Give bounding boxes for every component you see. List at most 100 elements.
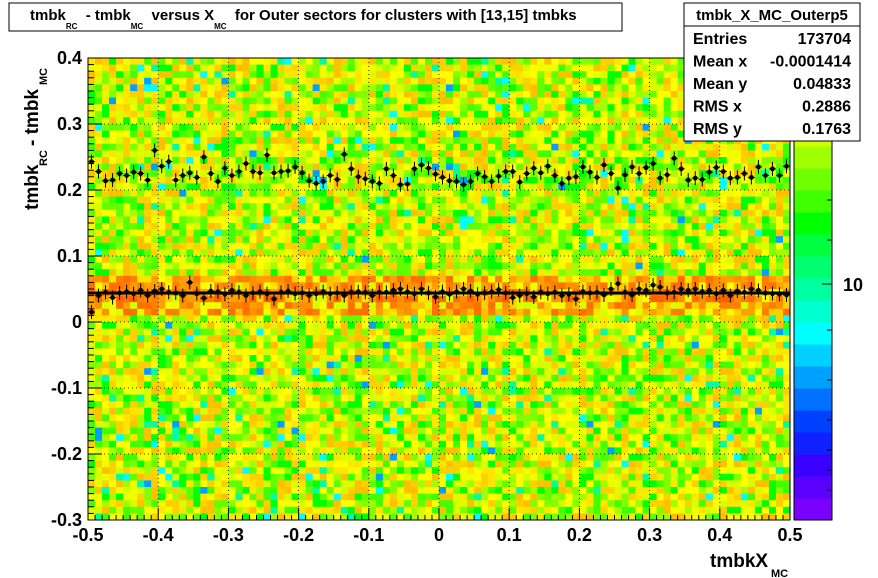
heat-cell (270, 71, 278, 79)
heat-cell (354, 295, 363, 303)
heat-cell (579, 355, 587, 362)
heat-cell (509, 209, 517, 217)
heat-cell (354, 374, 363, 382)
heat-cell (228, 203, 236, 211)
heat-cell (537, 335, 545, 343)
heat-cell (740, 302, 749, 310)
heat-cell (600, 196, 608, 204)
heat-cell (242, 170, 250, 178)
heat-cell (439, 308, 447, 316)
heat-cell (642, 150, 650, 158)
heat-cell (270, 64, 278, 72)
heat-cell (389, 203, 398, 211)
heat-cell (691, 368, 700, 376)
heat-cell (782, 269, 791, 277)
heat-cell (726, 223, 735, 230)
heat-cell (256, 137, 264, 145)
heat-cell (740, 348, 749, 356)
heat-cell (172, 137, 180, 145)
heat-cell (677, 84, 686, 92)
heat-cell (333, 381, 342, 389)
heat-cell (270, 368, 278, 376)
heat-cell (537, 176, 545, 184)
heat-cell (116, 216, 124, 224)
heat-cell (221, 130, 229, 138)
heat-cell (249, 348, 257, 356)
heat-cell (417, 143, 426, 151)
heat-cell (460, 91, 468, 98)
heat-cell (628, 236, 636, 244)
heat-cell (572, 71, 580, 79)
heat-cell (670, 229, 679, 237)
heat-cell (319, 242, 328, 250)
heat-cell (242, 341, 250, 349)
heat-cell (656, 249, 665, 257)
heat-cell (137, 308, 145, 316)
heat-cell (712, 143, 721, 151)
heat-cell (516, 71, 524, 79)
heat-cell (312, 355, 321, 362)
heat-cell (235, 150, 243, 158)
heat-cell (130, 143, 138, 151)
heat-cell (446, 64, 454, 72)
heat-cell (684, 275, 693, 283)
heat-cell (221, 143, 229, 151)
heat-cell (488, 58, 496, 65)
heat-cell (298, 77, 307, 85)
heat-cell (158, 97, 166, 105)
heat-cell (102, 368, 110, 376)
heat-cell (502, 249, 510, 257)
heat-cell (551, 150, 559, 158)
heat-cell (684, 381, 693, 389)
heat-cell (558, 374, 566, 382)
heat-cell (263, 209, 271, 217)
heat-cell (137, 275, 145, 283)
heat-cell (726, 328, 735, 336)
heat-cell (95, 302, 103, 310)
heat-cell (137, 137, 145, 145)
heat-cell (305, 84, 314, 92)
heat-cell (417, 236, 426, 244)
heat-cell (333, 124, 342, 131)
heat-cell (368, 302, 377, 310)
heat-cell (270, 124, 278, 131)
heat-cell (235, 335, 243, 343)
heat-cell (242, 130, 250, 138)
heat-cell (530, 104, 538, 112)
heat-cell (509, 64, 517, 72)
heat-cell (186, 209, 194, 217)
heat-cell (249, 58, 257, 65)
heat-cell (495, 216, 503, 224)
heat-cell (165, 315, 173, 323)
heat-cell (305, 170, 314, 178)
heat-cell (712, 341, 721, 349)
heat-cell (530, 71, 538, 79)
heat-cell (782, 275, 791, 283)
heat-cell (600, 328, 608, 336)
heat-cell (495, 328, 503, 336)
heat-cell (586, 275, 594, 283)
heat-cell (691, 315, 700, 323)
heat-cell (523, 341, 531, 349)
heat-cell (172, 130, 180, 138)
heat-cell (530, 223, 538, 230)
heat-cell (712, 190, 721, 197)
heat-cell (249, 209, 257, 217)
heat-cell (446, 341, 454, 349)
heat-cell (628, 216, 636, 224)
heat-cell (102, 355, 110, 362)
heat-cell (684, 374, 693, 382)
heat-cell (467, 203, 475, 211)
heat-cell (502, 203, 510, 211)
heat-cell (88, 91, 96, 98)
heat-cell (775, 183, 784, 191)
heat-cell (284, 143, 292, 151)
heat-cell (670, 302, 679, 310)
heat-cell (179, 163, 187, 171)
heat-cell (172, 236, 180, 244)
heat-cell (95, 322, 103, 329)
heat-cell (109, 355, 117, 362)
heat-cell (249, 124, 257, 131)
heat-cell (207, 216, 215, 224)
heat-cell (396, 77, 405, 85)
